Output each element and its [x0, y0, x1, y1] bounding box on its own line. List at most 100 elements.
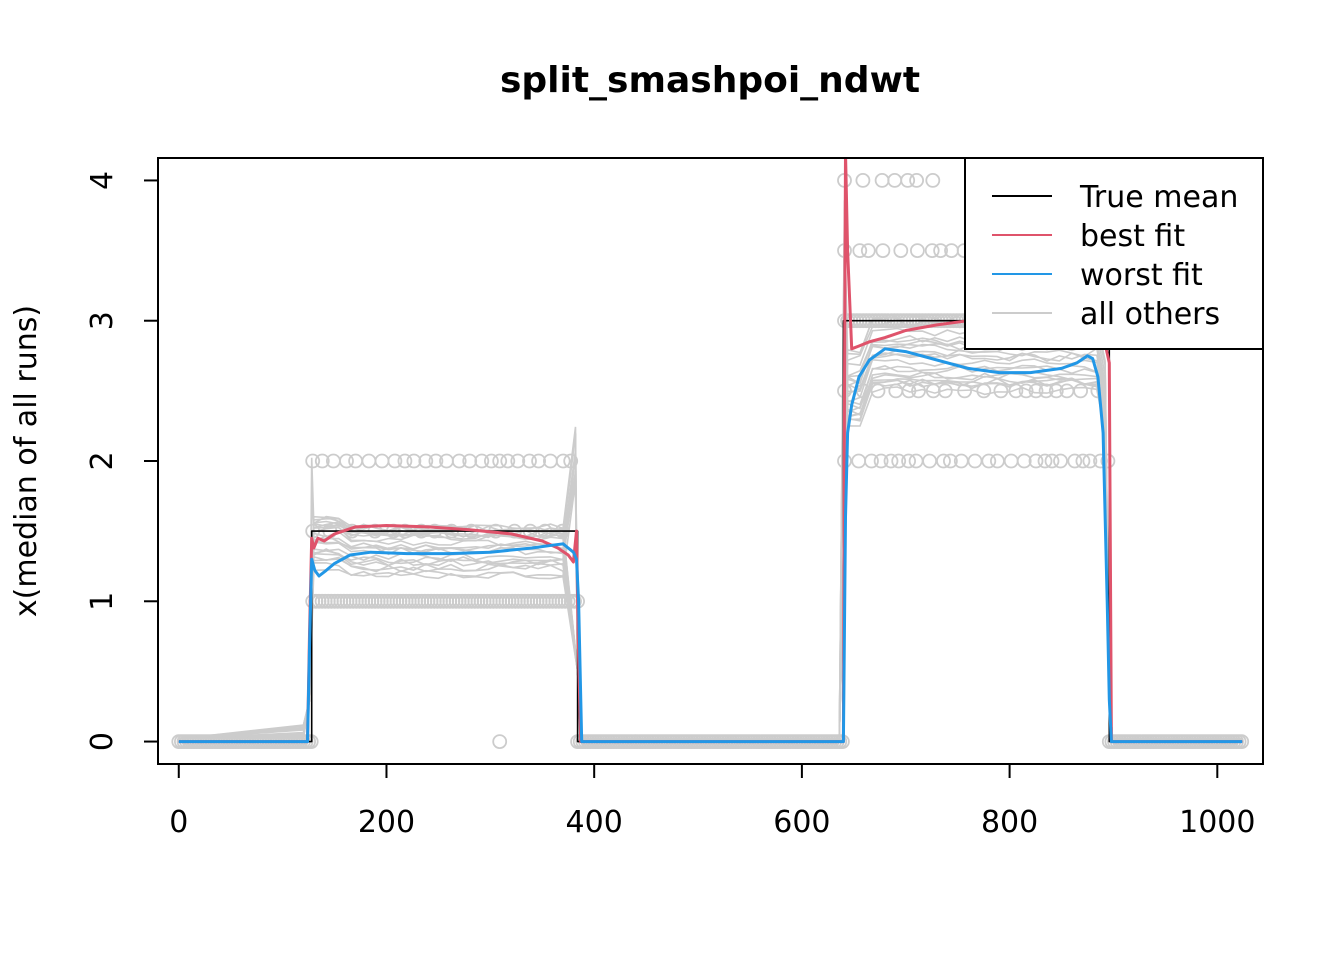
data-point — [428, 453, 444, 469]
data-point — [873, 453, 889, 469]
legend-label-worst-fit: worst fit — [1080, 258, 1203, 293]
x-tick-label: 400 — [566, 805, 623, 840]
data-point — [1038, 383, 1054, 399]
data-point — [406, 453, 422, 469]
y-tick-label: 4 — [85, 171, 120, 190]
data-point — [860, 243, 876, 259]
data-point — [976, 383, 992, 399]
data-point — [864, 453, 879, 469]
data-point — [555, 453, 571, 469]
x-tick-label: 0 — [169, 805, 188, 840]
legend-box — [964, 157, 1264, 350]
data-point — [1044, 453, 1060, 469]
data-point — [339, 453, 354, 469]
other-run-line — [178, 339, 1243, 740]
data-point — [874, 172, 890, 188]
data-point — [883, 453, 899, 469]
data-point — [563, 453, 579, 469]
data-point — [387, 453, 403, 469]
data-point — [1075, 453, 1091, 469]
data-point — [990, 453, 1005, 469]
data-point — [1016, 453, 1032, 469]
data-point — [901, 453, 916, 469]
x-tick-label: 1000 — [1179, 805, 1255, 840]
other-run-line — [178, 363, 1243, 740]
legend-label-best-fit: best fit — [1080, 219, 1185, 254]
data-point — [1028, 383, 1044, 399]
data-point — [855, 172, 871, 188]
legend-label-all-others: all others — [1080, 297, 1220, 332]
chart-title: split_smashpoi_ndwt — [500, 60, 920, 101]
data-point — [374, 453, 390, 469]
data-point — [451, 453, 467, 469]
data-point — [492, 453, 508, 469]
x-tick-label: 800 — [981, 805, 1038, 840]
data-point — [1037, 453, 1053, 469]
data-point — [936, 453, 951, 469]
data-point — [925, 383, 941, 399]
data-point — [314, 453, 330, 469]
data-point — [924, 243, 940, 259]
data-point — [1067, 453, 1083, 469]
data-point — [933, 243, 948, 259]
data-point — [522, 453, 537, 469]
y-tick-label: 0 — [85, 732, 120, 751]
data-point — [418, 453, 434, 469]
y-axis: 0 1 2 3 4 — [85, 171, 159, 751]
data-point — [937, 383, 953, 399]
data-point — [993, 383, 1009, 399]
x-tick-label: 600 — [773, 805, 830, 840]
data-point — [474, 453, 490, 469]
data-point — [483, 453, 499, 469]
data-point — [510, 453, 526, 469]
data-point — [1028, 453, 1044, 469]
y-tick-label: 1 — [85, 592, 120, 611]
data-point — [1053, 453, 1068, 469]
x-tick-label: 200 — [358, 805, 415, 840]
data-point — [1093, 453, 1108, 469]
data-point — [901, 383, 917, 399]
other-run-line — [178, 365, 1243, 740]
data-point — [893, 243, 909, 259]
data-point — [909, 172, 924, 188]
y-axis-label: x(median of all runs) — [9, 305, 44, 617]
data-point — [900, 172, 916, 188]
data-point — [910, 243, 925, 259]
other-run-line — [178, 372, 1243, 740]
data-point — [925, 172, 941, 188]
legend-label-true-mean: True mean — [1079, 180, 1238, 215]
data-point — [397, 453, 413, 469]
data-point — [870, 383, 886, 399]
data-point — [531, 453, 546, 469]
worst-fit-line — [178, 347, 1243, 744]
other-run-line — [178, 352, 1243, 740]
other-run-line — [178, 341, 1243, 740]
data-point — [911, 383, 926, 399]
data-point — [1073, 383, 1088, 399]
data-point — [852, 243, 868, 259]
legend: True mean best fit worst fit all others — [964, 157, 1264, 350]
x-axis: 0 200 400 600 800 1000 — [169, 763, 1255, 840]
y-tick-label: 2 — [85, 451, 120, 470]
data-point — [1003, 453, 1019, 469]
data-point — [891, 453, 907, 469]
data-point — [887, 172, 903, 188]
data-point — [851, 453, 867, 469]
data-point — [981, 453, 997, 469]
data-point — [875, 243, 891, 259]
data-point — [500, 453, 516, 469]
data-point — [1100, 453, 1116, 469]
data-point — [492, 734, 508, 749]
data-point — [361, 453, 377, 469]
data-point — [943, 453, 958, 469]
data-point — [1048, 383, 1064, 399]
data-point — [1082, 453, 1098, 469]
data-point — [348, 453, 364, 469]
data-point — [462, 453, 478, 469]
data-point — [1018, 383, 1034, 399]
data-point — [1008, 383, 1024, 399]
data-point — [305, 453, 321, 469]
y-tick-label: 3 — [85, 311, 120, 330]
data-point — [957, 383, 972, 399]
